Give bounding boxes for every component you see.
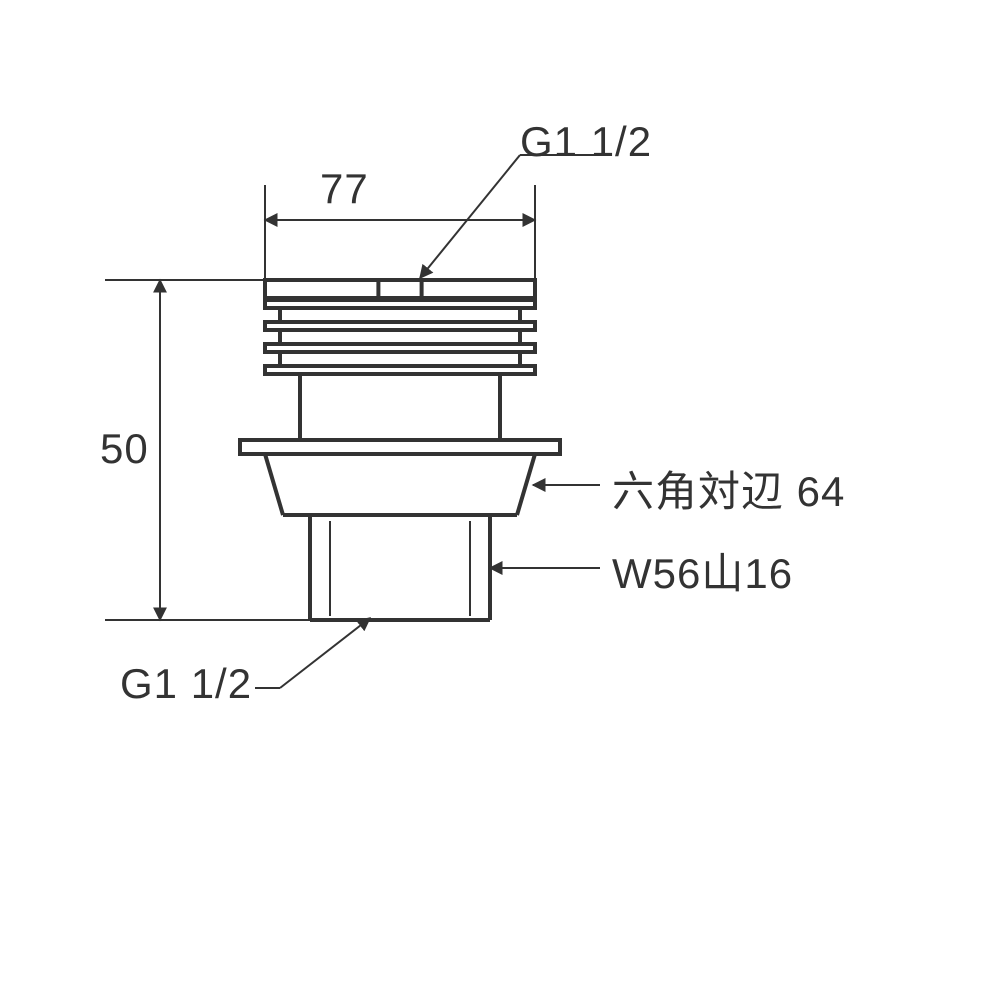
label-hex-note: 六角対辺 64 <box>612 458 845 519</box>
drawing-svg <box>0 0 1000 1000</box>
label-width-77: 77 <box>320 165 369 213</box>
drawing-canvas: G1 1/2 77 50 六角対辺 64 W56山16 G1 1/2 <box>0 0 1000 1000</box>
label-w56-note: W56山16 <box>612 540 793 601</box>
label-bottom-thread: G1 1/2 <box>120 660 252 708</box>
label-top-thread: G1 1/2 <box>520 118 652 166</box>
label-height-50: 50 <box>100 425 149 473</box>
